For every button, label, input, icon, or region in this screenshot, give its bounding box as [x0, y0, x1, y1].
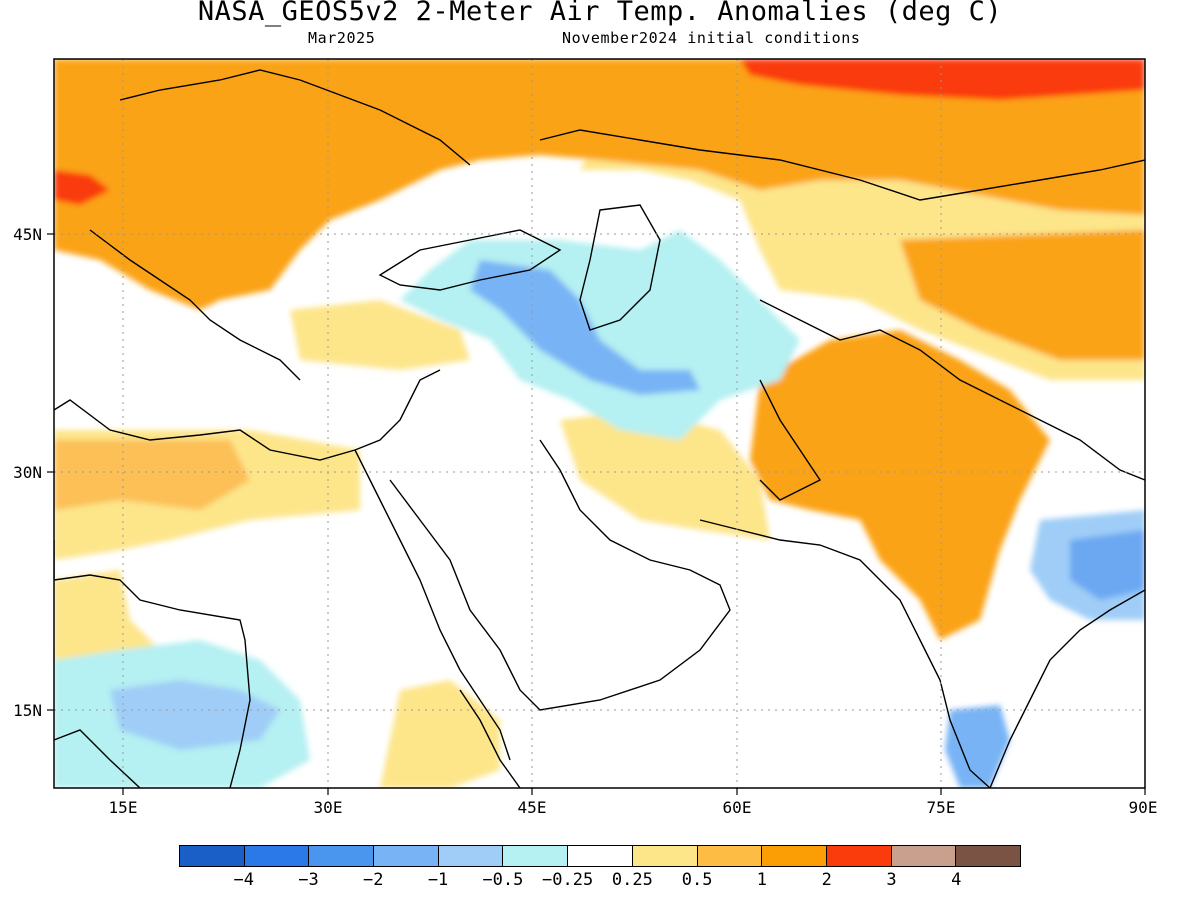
anomaly-region-blue-caucasus: [470, 260, 700, 395]
legend-swatch: [956, 846, 1020, 866]
anomaly-region-yellow-ethiopia: [380, 680, 500, 788]
anomaly-map: 15E 30E 45E 60E 75E 90E 45N 30N 15N: [13, 58, 1158, 817]
lon-tick-60e: 60E: [723, 798, 752, 817]
legend-label: 4: [951, 870, 962, 890]
anomaly-region-blue-south-india: [945, 705, 1010, 788]
anomaly-region-blue-bengal: [1070, 530, 1145, 600]
legend-label: −4: [233, 870, 255, 890]
legend-label: −3: [298, 870, 319, 890]
legend-swatch: [438, 846, 504, 866]
anomaly-region-orange-south-asia: [750, 330, 1050, 640]
legend-label: −1: [427, 870, 449, 890]
anomaly-region-orange-europe: [54, 59, 1145, 310]
anomaly-region-red-alps: [54, 170, 110, 205]
map-frame: [53, 58, 1146, 789]
legend-label: −0.25: [542, 870, 594, 890]
valid-month-label: Mar2025: [308, 29, 376, 47]
color-legend-bar: [179, 845, 1021, 867]
coastlines: [54, 69, 1145, 788]
legend-label: 1: [756, 870, 768, 890]
lon-tick-30e: 30E: [314, 798, 343, 817]
lat-tick-30n: 30N: [13, 463, 42, 482]
legend-swatch: [697, 846, 763, 866]
legend-label: −2: [363, 870, 384, 890]
legend-swatch: [632, 846, 698, 866]
legend-label: −0.5: [482, 870, 524, 890]
legend-label: 0.5: [681, 870, 713, 890]
legend-label: 0.25: [611, 870, 653, 890]
grid: [54, 59, 1145, 788]
legend-swatch: [568, 846, 633, 866]
anomaly-region-orange-tibet: [900, 230, 1145, 360]
map-title: NASA_GEOS5v2 2-Meter Air Temp. Anomalies…: [197, 0, 1003, 27]
legend-swatch: [244, 846, 310, 866]
anomaly-region-orange-libya: [54, 440, 250, 510]
anomaly-region-blue-africa: [110, 680, 280, 750]
lat-tick-45n: 45N: [13, 225, 42, 244]
legend-swatch: [180, 846, 245, 866]
lon-tick-75e: 75E: [927, 798, 956, 817]
legend-swatch: [826, 846, 892, 866]
anomaly-region-yellow-iran: [560, 410, 770, 540]
legend-swatch: [891, 846, 957, 866]
anomaly-region-yellow-turkey: [290, 300, 470, 370]
legend-label: 2: [821, 870, 832, 890]
lon-tick-45e: 45E: [518, 798, 547, 817]
anomaly-field: [54, 59, 1145, 788]
legend-swatch: [503, 846, 569, 866]
legend-swatch: [374, 846, 439, 866]
lon-tick-90e: 90E: [1129, 798, 1158, 817]
lat-tick-15n: 15N: [13, 701, 42, 720]
anomaly-region-red-siberia: [740, 59, 1145, 100]
lon-tick-15e: 15E: [109, 798, 138, 817]
legend-swatch: [762, 846, 827, 866]
tick-marks: [47, 233, 1146, 795]
legend-label: 3: [886, 870, 897, 890]
init-conditions-label: November2024 initial conditions: [562, 29, 861, 47]
anomaly-region-yellow-west-africa: [54, 570, 160, 670]
legend-swatch: [309, 846, 375, 866]
